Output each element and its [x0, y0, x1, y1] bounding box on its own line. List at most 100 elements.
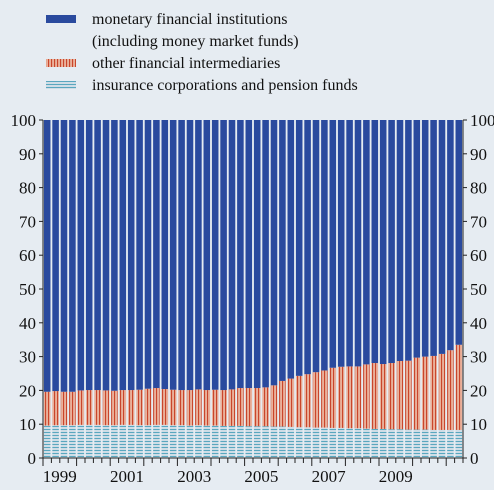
bar-mfi [237, 120, 244, 389]
bar-icpf [379, 428, 387, 458]
bar-ofi [228, 389, 236, 426]
bar-icpf [102, 425, 110, 458]
bar-mfi [430, 120, 437, 356]
y-tick-label-right: 50 [470, 280, 487, 299]
y-tick-label-right: 0 [470, 449, 479, 468]
x-tick-label: 2009 [379, 467, 413, 486]
bar-mfi [447, 120, 454, 351]
bar-icpf [346, 428, 353, 458]
bar-ofi [43, 391, 51, 426]
bar-ofi [329, 367, 337, 428]
bar-mfi [43, 120, 51, 392]
bar-mfi [279, 120, 286, 381]
legend-label-mfi: (including money market funds) [92, 33, 299, 50]
bar-icpf [111, 425, 118, 458]
bar-icpf [228, 425, 236, 458]
y-tick-label-right: 30 [470, 348, 487, 367]
bar-ofi [85, 390, 93, 425]
y-tick-label-left: 30 [19, 348, 36, 367]
bar-ofi [69, 391, 76, 426]
bar-mfi [94, 120, 101, 391]
bar-icpf [69, 425, 76, 458]
bar-mfi [127, 120, 135, 391]
bar-icpf [337, 427, 345, 458]
bar-icpf [447, 429, 454, 458]
bar-mfi [379, 120, 387, 365]
bar-icpf [413, 429, 421, 458]
y-tick-label-right: 10 [470, 415, 487, 434]
x-tick-label: 2001 [110, 467, 144, 486]
bar-mfi [203, 120, 211, 391]
bar-mfi [228, 120, 236, 390]
bar-icpf [77, 424, 85, 458]
bar-mfi [111, 120, 118, 391]
bar-icpf [405, 429, 412, 458]
y-tick-label-right: 20 [470, 381, 487, 400]
bar-icpf [421, 429, 429, 458]
bar-ofi [195, 389, 202, 426]
bar-ofi [346, 366, 353, 429]
bar-mfi [85, 120, 93, 391]
legend: monetary financial institutions (includin… [46, 11, 358, 94]
bar-ofi [421, 356, 429, 430]
bar-mfi [396, 120, 404, 361]
legend-swatch-mfi [46, 15, 76, 23]
bar-mfi [69, 120, 76, 392]
bar-mfi [136, 120, 143, 390]
x-tick-label: 2003 [177, 467, 211, 486]
bar-mfi [363, 120, 370, 365]
bar-ofi [321, 370, 328, 428]
x-tick-label: 2005 [244, 467, 278, 486]
bar-mfi [211, 120, 219, 390]
bar-ofi [169, 389, 177, 426]
bar-ofi [220, 390, 227, 426]
bar-ofi [388, 363, 395, 430]
bar-icpf [153, 424, 160, 458]
bar-ofi [253, 388, 261, 427]
bar-icpf [119, 424, 127, 458]
bar-ofi [337, 366, 345, 428]
bar-icpf [270, 426, 278, 458]
bar-ofi [363, 364, 370, 429]
legend-label-icpf: insurance corporations and pension funds [92, 77, 358, 94]
bar-ofi [304, 374, 311, 428]
bar-ofi [102, 390, 110, 426]
bar-icpf [295, 427, 303, 458]
bar-mfi [119, 120, 127, 391]
bar-ofi [438, 353, 446, 430]
bar-mfi [102, 120, 110, 391]
x-tick-label: 1999 [43, 467, 77, 486]
bar-ofi [60, 391, 68, 426]
bar-ofi [312, 372, 320, 428]
y-tick-label-left: 40 [19, 314, 36, 333]
bar-mfi [312, 120, 320, 373]
bar-ofi [295, 375, 303, 428]
bar-icpf [195, 425, 202, 458]
y-tick-label-left: 80 [19, 179, 36, 198]
y-tick-label-left: 0 [28, 449, 37, 468]
bar-mfi [354, 120, 362, 367]
y-tick-label-left: 100 [11, 111, 37, 130]
bar-mfi [413, 120, 421, 358]
bar-ofi [203, 390, 211, 426]
bar-icpf [388, 429, 395, 458]
bar-ofi [455, 344, 463, 430]
bar-icpf [438, 429, 446, 458]
bar-mfi [253, 120, 261, 389]
bar-ofi [354, 366, 362, 429]
bar-ofi [262, 387, 269, 427]
bar-mfi [161, 120, 169, 390]
bar-icpf [354, 428, 362, 458]
bar-icpf [262, 426, 269, 458]
bar-mfi [438, 120, 446, 354]
bar-mfi [153, 120, 160, 389]
bar-ofi [447, 350, 454, 430]
legend-label-mfi: monetary financial institutions [92, 11, 288, 28]
axes: 0 0 10 10 20 20 30 30 40 40 50 50 60 60 70 70 80 80 90 90 10… [11, 111, 494, 486]
bar-mfi [346, 120, 353, 367]
bar-icpf [169, 425, 177, 458]
bar-icpf [430, 429, 437, 458]
bar-icpf [211, 425, 219, 458]
bar-icpf [329, 427, 337, 458]
bar-icpf [178, 425, 185, 458]
